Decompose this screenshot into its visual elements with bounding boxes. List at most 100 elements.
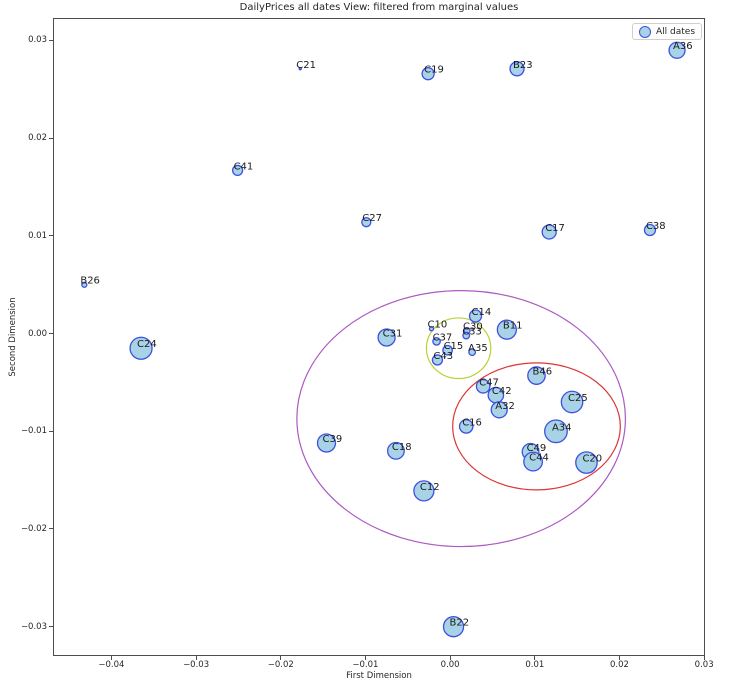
data-point-C25[interactable] <box>560 390 584 414</box>
data-point-label-C47: C47 <box>479 377 499 388</box>
data-point-label-B11: B11 <box>503 321 523 332</box>
data-point-label-B23: B23 <box>513 60 533 71</box>
y-tick-label: −0.02 <box>20 523 47 534</box>
y-tick-mark <box>49 528 53 530</box>
y-tick-mark <box>49 333 53 335</box>
cluster-ellipse-inner-green <box>425 317 492 380</box>
data-point-label-B46: B46 <box>532 367 552 378</box>
data-point-label-C49: C49 <box>527 443 547 454</box>
data-point-A36[interactable] <box>668 41 686 59</box>
cluster-ellipse-outer-purple <box>296 289 627 548</box>
data-point-label-C25: C25 <box>568 393 588 404</box>
x-tick-mark <box>195 656 197 660</box>
data-point-C33[interactable] <box>462 331 471 340</box>
x-tick-mark <box>110 656 112 660</box>
data-point-label-C37: C37 <box>433 332 453 343</box>
data-point-C31[interactable] <box>377 328 396 347</box>
x-tick-label: −0.04 <box>98 660 125 670</box>
y-tick-mark <box>49 39 53 41</box>
y-tick-mark <box>49 430 53 432</box>
y-tick-label: 0.03 <box>28 35 47 46</box>
data-point-C21[interactable] <box>298 67 302 71</box>
data-point-C37[interactable] <box>432 337 441 346</box>
x-tick-label: 0.01 <box>525 660 545 670</box>
y-tick-label: 0.00 <box>28 328 47 339</box>
data-point-label-A32: A32 <box>495 401 515 412</box>
y-tick-label: 0.01 <box>28 230 47 241</box>
data-point-label-C17: C17 <box>545 223 565 234</box>
x-tick-label: 0.03 <box>694 660 714 670</box>
data-point-B22[interactable] <box>442 616 465 638</box>
x-axis-label: First Dimension <box>346 671 412 681</box>
x-tick-mark <box>534 656 536 660</box>
data-point-C15[interactable] <box>442 344 453 356</box>
data-point-label-C24: C24 <box>137 339 157 350</box>
data-point-label-C21: C21 <box>296 60 316 71</box>
data-point-label-C41: C41 <box>234 161 254 172</box>
data-point-C20[interactable] <box>575 451 598 474</box>
data-point-C38[interactable] <box>643 223 657 237</box>
data-point-label-C38: C38 <box>646 221 666 232</box>
data-point-label-C15: C15 <box>444 341 464 352</box>
data-point-C47[interactable] <box>475 378 491 394</box>
data-point-label-C12: C12 <box>420 482 440 493</box>
data-point-B46[interactable] <box>527 366 546 385</box>
x-tick-mark <box>280 656 282 660</box>
data-point-C18[interactable] <box>386 441 405 460</box>
y-tick-mark <box>49 235 53 237</box>
data-point-C43[interactable] <box>431 354 444 366</box>
x-tick-mark <box>618 656 620 660</box>
data-point-C12[interactable] <box>413 480 435 502</box>
y-tick-label: 0.02 <box>28 133 47 144</box>
data-point-label-C10: C10 <box>427 320 447 331</box>
data-point-A32[interactable] <box>490 401 508 419</box>
legend-marker-icon <box>639 25 651 38</box>
x-tick-label: −0.03 <box>183 660 210 670</box>
x-tick-mark <box>449 656 451 660</box>
data-point-C16[interactable] <box>458 419 474 434</box>
legend[interactable]: All dates <box>632 23 703 40</box>
data-point-label-C27: C27 <box>362 213 382 224</box>
x-tick-label: −0.02 <box>267 660 294 670</box>
data-point-label-A34: A34 <box>552 422 572 433</box>
data-point-C19[interactable] <box>421 67 435 81</box>
legend-label: All dates <box>656 26 696 37</box>
data-point-label-C20: C20 <box>582 454 602 465</box>
data-point-label-C39: C39 <box>323 434 343 445</box>
data-point-label-C31: C31 <box>383 328 403 339</box>
data-point-label-A35: A35 <box>468 343 488 354</box>
data-point-C17[interactable] <box>541 224 557 240</box>
data-point-label-C33: C33 <box>462 327 482 338</box>
data-point-C24[interactable] <box>129 336 153 360</box>
data-point-C14[interactable] <box>468 309 483 323</box>
data-point-label-C19: C19 <box>424 65 444 76</box>
chart-title: DailyPrices all dates View: filtered fro… <box>239 2 519 13</box>
data-point-C27[interactable] <box>361 217 372 228</box>
data-point-A35[interactable] <box>468 348 477 357</box>
data-point-A34[interactable] <box>544 419 568 444</box>
data-point-C41[interactable] <box>231 164 244 177</box>
data-point-C44[interactable] <box>523 451 544 472</box>
x-tick-label: −0.01 <box>352 660 379 670</box>
data-point-B11[interactable] <box>496 319 518 340</box>
data-point-label-B26: B26 <box>80 276 100 287</box>
data-point-C10[interactable] <box>428 326 435 332</box>
cluster-ellipse-inner-red <box>452 362 621 491</box>
data-point-B26[interactable] <box>81 281 88 288</box>
y-axis-label: Second Dimension <box>8 297 18 377</box>
y-tick-mark <box>49 137 53 139</box>
data-point-label-C44: C44 <box>529 453 549 464</box>
data-point-label-C18: C18 <box>392 442 412 453</box>
data-point-label-C43: C43 <box>433 351 453 362</box>
data-point-label-C42: C42 <box>492 386 512 397</box>
data-point-label-C14: C14 <box>472 307 492 318</box>
data-point-C39[interactable] <box>316 433 337 453</box>
data-point-B23[interactable] <box>509 61 525 77</box>
x-tick-mark <box>703 656 705 660</box>
data-point-label-C30: C30 <box>463 322 483 333</box>
y-tick-label: −0.03 <box>20 621 47 632</box>
x-tick-label: 0.02 <box>610 660 629 670</box>
x-tick-mark <box>364 656 366 660</box>
y-tick-label: −0.01 <box>20 426 47 437</box>
